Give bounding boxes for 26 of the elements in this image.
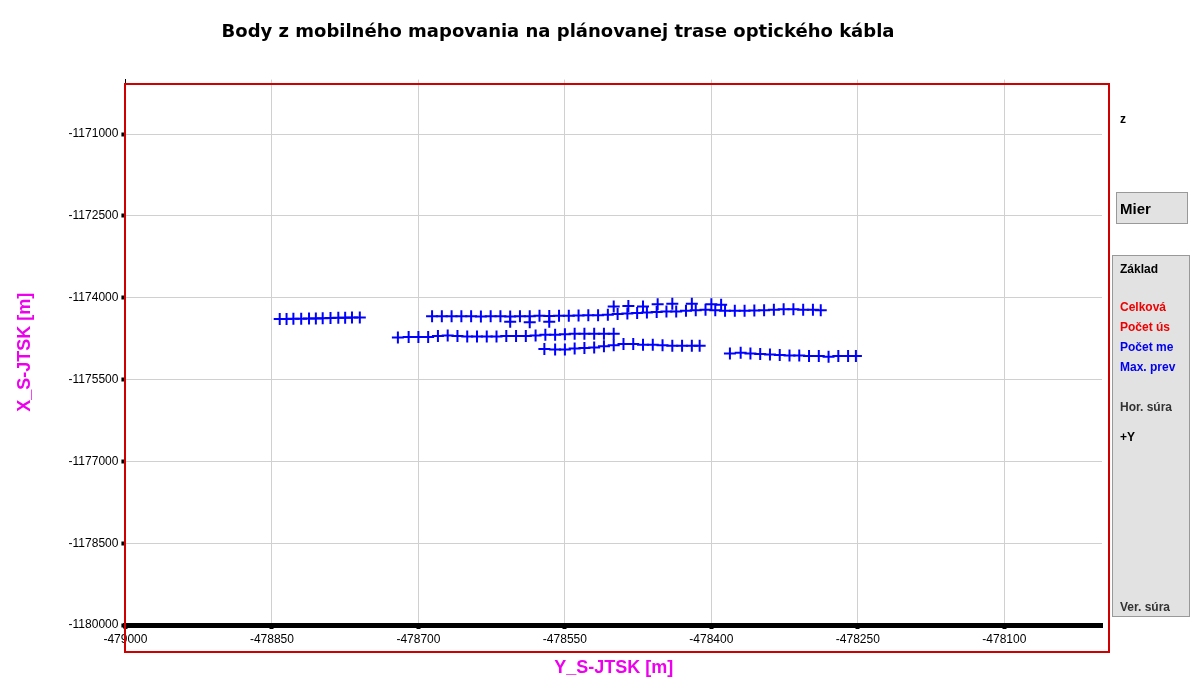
x-axis-title: Y_S-JTSK [m]: [554, 657, 674, 678]
text: Počet ús: [1120, 320, 1171, 334]
x-tick-label: -478250: [835, 631, 881, 646]
x-tick-label: -478850: [249, 631, 295, 646]
y-tick-label: -1174000: [68, 290, 119, 305]
text: Hor. súra: [1120, 400, 1173, 414]
text: Základ: [1120, 262, 1159, 276]
x-tick-label: -478700: [396, 631, 441, 646]
text: Max. prev: [1120, 360, 1176, 374]
y-tick-label: -1178500: [68, 535, 119, 550]
chart-title: Body z mobilného mapovania na plánovanej trase optického kábla: [221, 20, 895, 42]
text: Ver. súra: [1120, 600, 1171, 614]
text: z: [1120, 112, 1126, 126]
y-tick-label: -1172500: [68, 208, 119, 223]
y-axis-title: X_S-JTSK [m]: [13, 292, 34, 412]
y-tick-label: -1177000: [68, 453, 119, 468]
x-tick-label: -478100: [982, 631, 1027, 646]
text: Mier: [1120, 200, 1151, 217]
y-tick-label: -1180000: [68, 617, 119, 632]
y-tick-label: -1175500: [68, 371, 119, 386]
text: Celková: [1120, 300, 1167, 314]
y-tick-label: -1171000: [68, 126, 119, 141]
x-tick-label: -478400: [689, 631, 734, 646]
text: +Y: [1120, 430, 1136, 444]
x-tick-label: -478550: [542, 631, 588, 646]
text: Počet me: [1120, 340, 1174, 354]
